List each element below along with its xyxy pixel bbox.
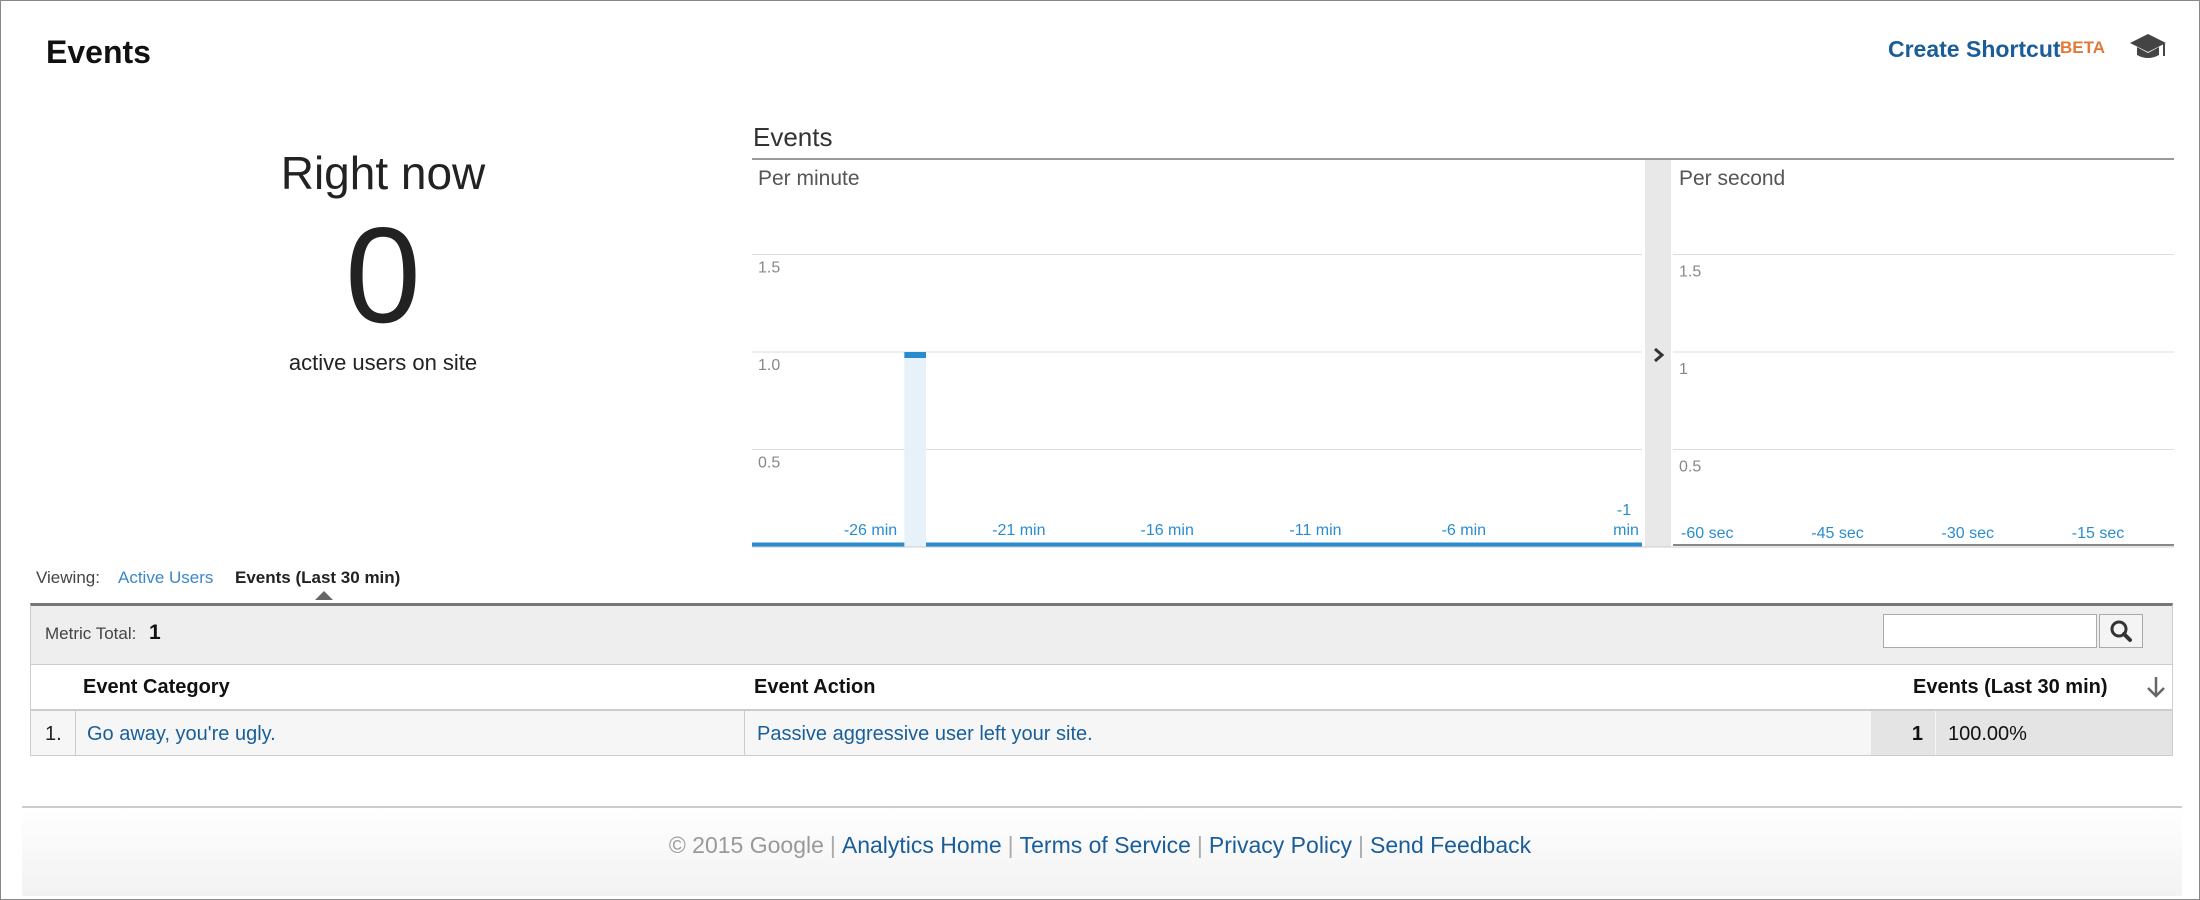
cell-divider [744, 711, 745, 755]
footer-link-analytics-home[interactable]: Analytics Home [841, 832, 1002, 858]
create-shortcut-link[interactable]: Create Shortcut [1888, 36, 2061, 62]
bar-value-marker [904, 352, 926, 358]
x-tick-label: -16 min [1140, 522, 1193, 539]
x-tick-label: -26 min [844, 522, 897, 539]
tab-events-last-30-min[interactable]: Events (Last 30 min) [235, 568, 401, 587]
active-users-count: 0 [345, 199, 421, 351]
x-tick-label: -30 sec [1942, 525, 1994, 542]
x-tick-label: -6 min [1442, 522, 1486, 539]
table-row: 1. Go away, you're ugly. Passive aggress… [31, 711, 2172, 755]
footer-link-send-feedback[interactable]: Send Feedback [1370, 832, 1532, 858]
metric-total-value: 1 [149, 621, 161, 644]
right-now-title: Right now [280, 147, 486, 199]
x-tick-label: -11 min [1289, 522, 1341, 539]
x-tick-label: -60 sec [1681, 525, 1733, 542]
x-tick-label: -45 sec [1811, 525, 1863, 542]
highlighted-bar-column [904, 352, 926, 547]
metric-total-label: Metric Total: [45, 624, 137, 643]
events-table: Metric Total: 1 Event Category Event Act… [30, 603, 2173, 756]
active-tab-caret [315, 591, 333, 600]
events-chart: Per minute 0.5 1.0 1.5 -26 min -21 min -16 min… [752, 158, 2174, 548]
footer-copyright: © 2015 Google [668, 832, 824, 858]
y-tick-label: 1.5 [1679, 264, 1701, 281]
y-tick-label: 0.5 [758, 455, 780, 472]
viewing-label: Viewing: [36, 568, 100, 587]
per-minute-label: Per minute [758, 167, 860, 190]
search-icon [2110, 620, 2132, 642]
y-tick-label: 0.5 [1679, 459, 1701, 476]
graduation-cap-icon[interactable] [2128, 30, 2168, 64]
chart-title: Events [753, 122, 833, 152]
event-category-link[interactable]: Go away, you're ugly. [87, 723, 276, 745]
x-tick-label: min [1613, 522, 1639, 539]
footer-divider [22, 806, 2182, 808]
x-tick-label: -1 [1617, 502, 1631, 519]
row-index: 1. [45, 723, 62, 745]
events-percent: 100.00% [1948, 723, 2027, 745]
sort-descending-icon[interactable] [2143, 673, 2169, 701]
footer: © 2015 Google | Analytics Home | Terms of Se… [668, 832, 1532, 858]
x-tick-label: -15 sec [2072, 525, 2124, 542]
column-header-event-action[interactable]: Event Action [754, 676, 876, 698]
page-title: Events [46, 34, 151, 70]
events-percent-cell: 100.00% [1936, 711, 2172, 755]
x-tick-label: -21 min [992, 522, 1045, 539]
footer-link-terms-of-service[interactable]: Terms of Service [1019, 832, 1191, 858]
per-second-label: Per second [1679, 167, 1785, 190]
table-search-input[interactable] [1883, 614, 2097, 648]
y-tick-label: 1.5 [758, 260, 780, 277]
footer-link-privacy-policy[interactable]: Privacy Policy [1208, 832, 1353, 858]
y-tick-label: 1.0 [758, 357, 780, 374]
column-header-events[interactable]: Events (Last 30 min) [1913, 676, 2108, 698]
events-count-cell: 1 [1871, 711, 1935, 755]
event-action-link[interactable]: Passive aggressive user left your site. [757, 723, 1093, 745]
metric-total-bar: Metric Total: 1 [31, 606, 2172, 665]
footer-background [22, 808, 2182, 896]
chevron-right-icon [1654, 347, 1665, 363]
search-button[interactable] [2099, 614, 2143, 648]
cell-divider [75, 711, 76, 755]
active-users-caption: active users on site [288, 350, 478, 375]
beta-badge: BETA [2060, 38, 2106, 57]
events-count: 1 [1911, 723, 1923, 745]
column-header-event-category[interactable]: Event Category [83, 676, 230, 698]
y-tick-label: 1 [1679, 361, 1688, 378]
table-header-row: Event Category Event Action Events (Last… [31, 665, 2172, 711]
tab-active-users[interactable]: Active Users [118, 568, 214, 587]
